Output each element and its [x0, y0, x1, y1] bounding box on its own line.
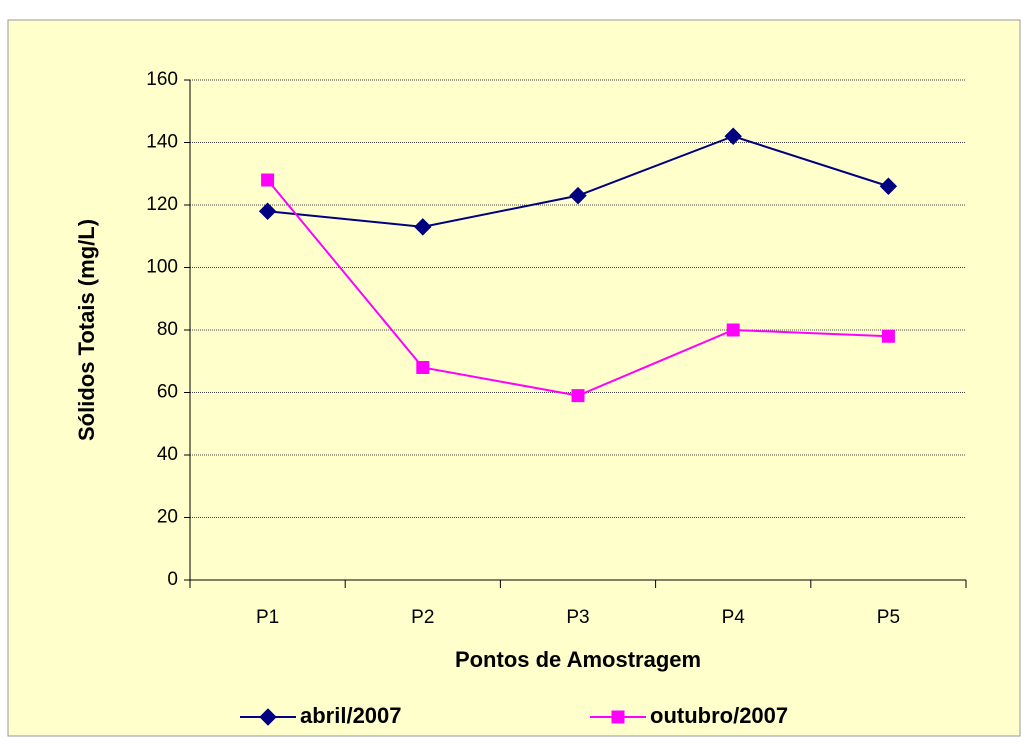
marker	[259, 708, 277, 726]
marker	[414, 218, 432, 236]
chart-background	[7, 19, 1021, 737]
y-tick-label: 120	[146, 194, 178, 215]
y-tick-label: 80	[157, 319, 178, 340]
legend-label: abril/2007	[300, 703, 402, 728]
marker	[726, 323, 740, 337]
y-tick-label: 160	[146, 69, 178, 90]
y-tick-label: 60	[157, 382, 178, 403]
marker	[416, 361, 430, 374]
marker	[571, 389, 585, 403]
x-tick-label: P3	[566, 607, 589, 628]
marker	[611, 710, 625, 724]
marker	[261, 173, 275, 187]
y-tick-label: 0	[167, 569, 178, 590]
legend-label: outubro/2007	[650, 703, 788, 728]
marker	[569, 186, 587, 205]
y-tick-label: 140	[146, 132, 178, 153]
x-tick-label: P1	[256, 607, 279, 628]
x-axis-title: Pontos de Amostragem	[455, 647, 701, 672]
x-tick-label: P4	[722, 607, 746, 628]
y-tick-label: 100	[146, 257, 178, 278]
marker	[881, 329, 895, 343]
marker	[724, 127, 742, 145]
x-tick-label: P5	[877, 607, 900, 628]
y-tick-label: 40	[157, 444, 178, 465]
marker	[258, 202, 277, 220]
y-tick-label: 20	[157, 507, 178, 528]
y-axis-title: Sólidos Totais (mg/L)	[74, 219, 99, 441]
marker	[879, 177, 898, 195]
x-tick-label: P2	[411, 607, 434, 628]
